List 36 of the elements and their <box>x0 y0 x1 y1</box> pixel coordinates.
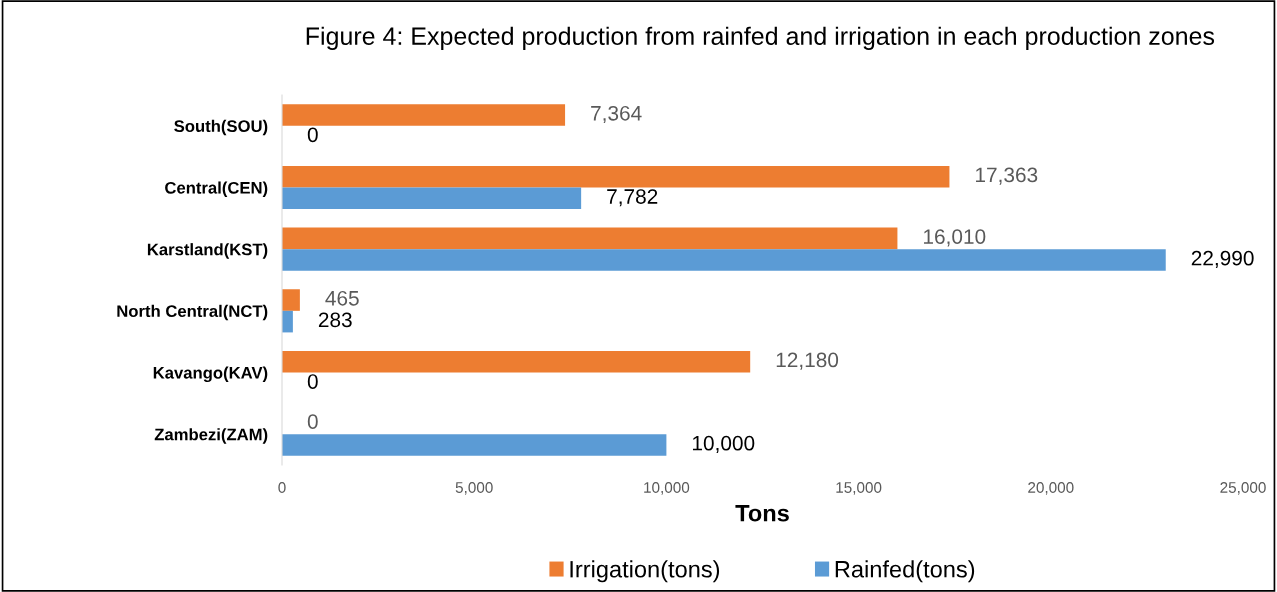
bar <box>282 165 950 188</box>
y-tick-label: South(SOU) <box>174 119 268 136</box>
bar <box>282 104 566 126</box>
data-label: 465 <box>325 290 359 306</box>
data-label: 7,782 <box>607 189 658 207</box>
data-label: 0 <box>307 414 318 429</box>
bar <box>282 227 898 250</box>
bar <box>282 249 1166 271</box>
x-tick-label: 5,000 <box>455 482 493 495</box>
bar <box>282 187 582 210</box>
bar <box>282 434 667 456</box>
x-tick-label: 20,000 <box>1028 482 1074 495</box>
chart-title: Figure 4: Expected production from rainfed and irrigation in each production zones <box>306 26 1215 50</box>
legend-label: Irrigation(tons) <box>570 560 720 583</box>
data-label: 0 <box>307 127 318 143</box>
x-tick-label: 10,000 <box>644 482 690 495</box>
legend-label: Rainfed(tons) <box>835 560 975 583</box>
y-tick-label: Central(CEN) <box>165 181 268 197</box>
x-axis-title: Tons <box>735 505 789 522</box>
y-tick-label: Zambezi(ZAM) <box>154 428 268 444</box>
y-tick-label: Karstland(KST) <box>147 243 268 259</box>
data-label: 22,990 <box>1191 250 1254 269</box>
data-label: 10,000 <box>692 435 755 454</box>
data-label: 0 <box>307 374 318 389</box>
bar <box>282 289 300 311</box>
data-label: 7,364 <box>591 105 642 124</box>
y-tick-label: Kavango(KAV) <box>153 366 268 383</box>
data-label: 12,180 <box>776 352 839 370</box>
data-label: 16,010 <box>924 229 986 247</box>
bar <box>282 350 751 373</box>
y-tick-label: North Central(NCT) <box>117 304 268 321</box>
data-label: 17,363 <box>976 167 1038 185</box>
x-tick-label: 0 <box>278 482 286 493</box>
data-label: 283 <box>318 312 352 328</box>
x-tick-label: 15,000 <box>836 482 882 495</box>
x-tick-label: 25,000 <box>1220 482 1266 495</box>
